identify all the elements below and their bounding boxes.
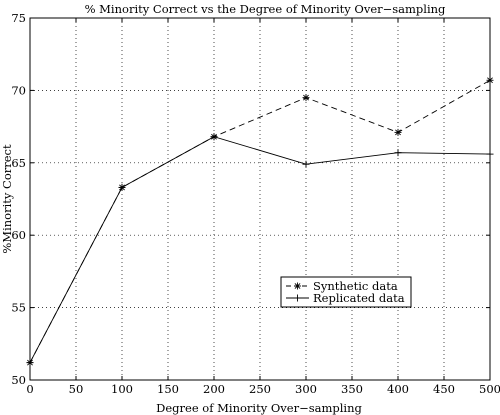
- x-axis-ticks: 0 50 100 150 200 250 300 350 400 450 500: [26, 18, 500, 396]
- x-axis-label: Degree of Minority Over−sampling: [156, 401, 362, 415]
- synthetic-data-point: [118, 183, 126, 191]
- y-axis-label: %Minority Correct: [0, 144, 14, 254]
- synthetic-data-point: [210, 133, 218, 141]
- y-axis-ticks: 50 55 60 65 70 75: [11, 11, 490, 387]
- x-tick-label: 150: [157, 382, 179, 396]
- x-tick-label: 400: [387, 382, 409, 396]
- x-tick-label: 0: [26, 382, 33, 396]
- replicated-data-point: [394, 149, 402, 157]
- y-tick-label: 75: [11, 11, 26, 25]
- legend-synthetic-marker: [294, 282, 301, 290]
- synthetic-data-point: [302, 94, 310, 102]
- legend-entry-synthetic: Synthetic data: [286, 279, 398, 293]
- x-tick-label: 300: [295, 382, 317, 396]
- legend: Synthetic data Replicated data: [280, 276, 412, 308]
- x-tick-label: 500: [479, 382, 500, 396]
- legend-replicated-label: Replicated data: [313, 291, 405, 305]
- legend-replicated-marker: [294, 294, 301, 302]
- series-lines: [29, 79, 491, 363]
- y-tick-label: 65: [11, 156, 26, 170]
- legend-entry-replicated: Replicated data: [286, 291, 405, 305]
- replicated-data-point: [302, 160, 310, 168]
- x-tick-label: 450: [433, 382, 455, 396]
- y-tick-label: 55: [11, 301, 26, 315]
- y-tick-label: 50: [11, 373, 26, 387]
- legend-box: [280, 276, 412, 308]
- synthetic-data-line: [29, 79, 491, 363]
- y-tick-label: 60: [11, 228, 26, 242]
- legend-synthetic-label: Synthetic data: [313, 279, 398, 293]
- x-tick-label: 100: [111, 382, 133, 396]
- grid: [30, 18, 490, 380]
- y-tick-label: 70: [11, 83, 26, 97]
- x-tick-label: 250: [249, 382, 271, 396]
- x-tick-label: 350: [341, 382, 363, 396]
- x-tick-label: 200: [203, 382, 225, 396]
- x-tick-label: 50: [69, 382, 84, 396]
- legend-plus-marker: [294, 294, 301, 302]
- chart-title: % Minority Correct vs the Degree of Mino…: [85, 2, 446, 16]
- legend-asterisk-marker: [294, 282, 301, 290]
- synthetic-data-point: [394, 128, 402, 136]
